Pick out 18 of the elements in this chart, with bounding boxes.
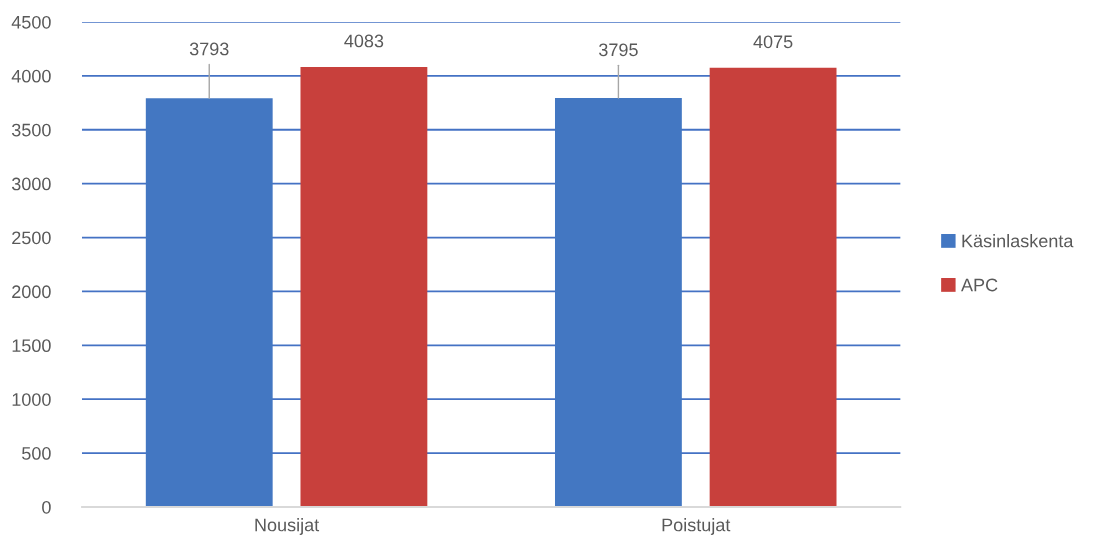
x-tick-label: Nousijat bbox=[255, 518, 320, 535]
y-tick-label: 2500 bbox=[12, 231, 51, 245]
data-label: 4083 bbox=[344, 34, 384, 48]
data-label: 3793 bbox=[189, 42, 229, 56]
y-tick-label: 1000 bbox=[12, 393, 51, 406]
y-tick-label: 4000 bbox=[11, 69, 51, 83]
y-tick-label: 3000 bbox=[11, 177, 51, 191]
y-tick-label: 0 bbox=[42, 500, 51, 514]
y-tick-label: 1500 bbox=[12, 339, 51, 353]
data-label: 3795 bbox=[599, 43, 638, 57]
y-tick-label: 500 bbox=[22, 447, 51, 460]
data-label: 4075 bbox=[753, 35, 793, 49]
y-tick-label: 4500 bbox=[11, 15, 51, 29]
legend-label: APC bbox=[961, 278, 998, 292]
x-tick-label: Poistujat bbox=[662, 518, 731, 535]
y-tick-label: 2000 bbox=[12, 285, 51, 299]
y-tick-label: 3500 bbox=[11, 123, 51, 137]
legend-label: Käsinlaskenta bbox=[962, 234, 1074, 248]
